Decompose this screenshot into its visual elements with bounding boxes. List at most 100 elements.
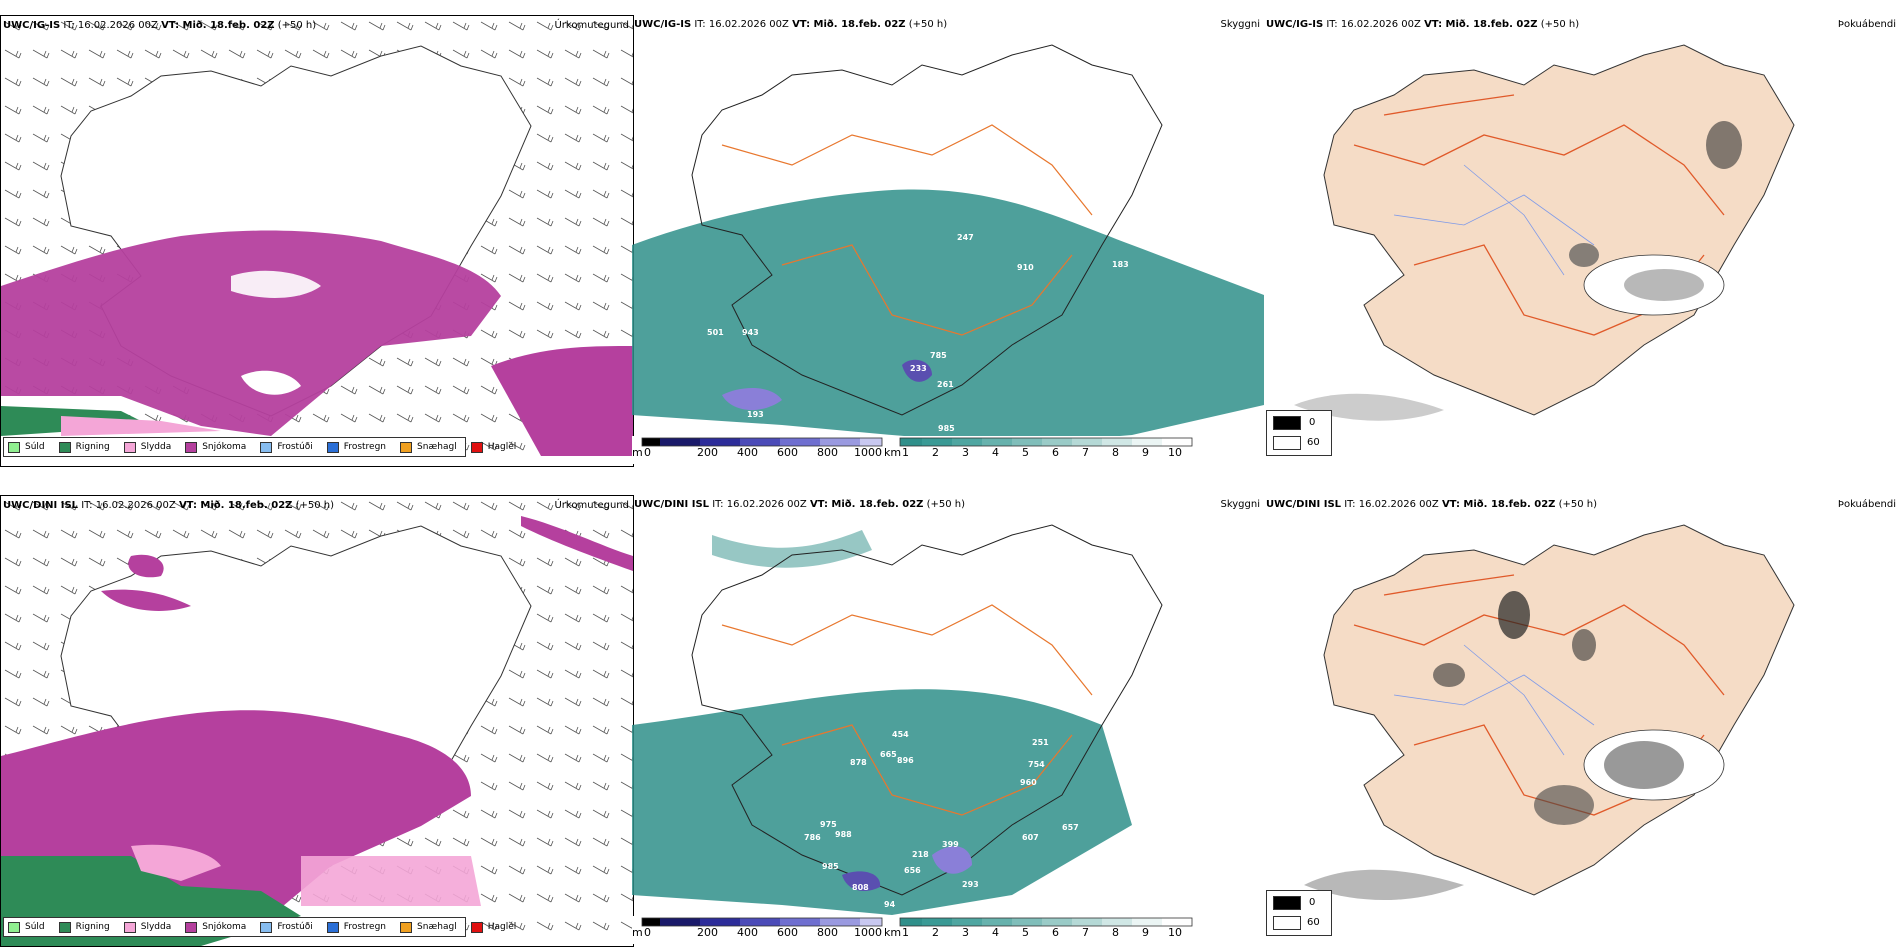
init-time: IT: 16.02.2026 00Z (694, 19, 789, 30)
vis-tick: 1 (902, 926, 909, 939)
valid-time: VT: Mið. 18.feb. 02Z (161, 20, 275, 31)
map-value: 247 (957, 233, 974, 242)
model-name: UWC/IG-IS (634, 19, 692, 30)
swatch (185, 921, 198, 933)
legend-item: Súld (8, 441, 45, 453)
swatch (58, 921, 71, 933)
valid-time: VT: Mið. 18.feb. 02Z (178, 500, 293, 511)
swatch (8, 921, 20, 933)
vis-tick: 6 (1052, 446, 1059, 459)
legend-item: Súld (8, 921, 45, 933)
legend-item: Snæhagl (400, 921, 457, 933)
vis-tick: 2 (932, 926, 939, 939)
legend-label: Haglél (487, 922, 517, 932)
model-name: UWC/DINI ISL (634, 499, 710, 510)
lead-time: (+50 h) (277, 20, 317, 31)
map-value: 454 (892, 730, 909, 739)
legend-label: Súld (25, 442, 45, 452)
visibility-unit: km (884, 446, 902, 459)
ceiling-tick: 1000 (854, 926, 882, 939)
swatch (326, 441, 339, 453)
header-top-precip: UWC/IG-IS IT: 16.02.2026 00Z VT: Mið. 18… (3, 20, 316, 31)
map-value: 607 (1022, 833, 1039, 842)
init-time: IT: 16.02.2026 00Z (712, 499, 807, 510)
ceiling-tick: 600 (777, 926, 798, 939)
precip-map-bottom (1, 496, 633, 946)
map-value: 293 (962, 880, 979, 889)
fog-legend-label: 0 (1309, 417, 1316, 428)
legend-item: Snjókoma (185, 921, 246, 933)
lead-time: (+50 h) (926, 499, 966, 510)
vis-tick: 10 (1168, 926, 1182, 939)
colorbars-bottom: m 0 200 400 600 800 1000 km 1 2 3 4 5 6 … (632, 916, 1264, 944)
precip-panel-bottom: UWC/DINI ISL IT: 16.02.2026 00Z VT: Mið.… (0, 495, 634, 947)
colorbar-graphic (641, 917, 1193, 927)
lead-time: (+50 h) (295, 500, 335, 511)
swatch (58, 441, 71, 453)
model-name: UWC/IG-IS (3, 20, 61, 31)
vis-tick: 2 (932, 446, 939, 459)
ceiling-unit: m (632, 926, 643, 939)
map-value: 94 (884, 900, 896, 909)
fog-legend-label: 60 (1307, 437, 1320, 448)
fog-map-top (1294, 44, 1795, 421)
header-top-fog: UWC/IG-IS IT: 16.02.2026 00Z VT: Mið. 18… (1266, 19, 1579, 30)
init-time: IT: 16.02.2026 00Z (1326, 19, 1421, 30)
map-value: 193 (747, 410, 764, 419)
valid-time: VT: Mið. 18.feb. 02Z (1424, 19, 1538, 30)
legend-label: Snæhagl (417, 442, 457, 452)
legend-item: Frostregn (326, 921, 386, 933)
valid-time: VT: Mið. 18.feb. 02Z (809, 499, 924, 510)
precip-panel-top: UWC/IG-IS IT: 16.02.2026 00Z VT: Mið. 18… (0, 15, 634, 467)
legend-item: Slydda (123, 441, 172, 453)
swatch (326, 921, 339, 933)
map-value: 418 (787, 598, 804, 607)
ceiling-tick: 400 (737, 926, 758, 939)
precip-legend-top: Súld Rigning Slydda Snjókoma Frostúði Fr… (3, 437, 516, 457)
ceiling-tick: 200 (697, 446, 718, 459)
panel-title-fog-bottom: Þokuábendi (1837, 499, 1896, 510)
vis-tick: 9 (1142, 446, 1149, 459)
lead-time: (+50 h) (908, 19, 948, 30)
map-value: 754 (1028, 760, 1045, 769)
visibility-unit: km (884, 926, 902, 939)
fog-swatch-60 (1273, 916, 1301, 930)
fog-swatch-0 (1273, 416, 1301, 430)
map-value: 233 (910, 364, 927, 373)
vis-tick: 1 (902, 446, 909, 459)
legend-item: Frostúði (260, 441, 313, 453)
vis-tick: 4 (992, 926, 999, 939)
fog-legend-bottom: 0 60 (1266, 890, 1332, 936)
legend-item: Rigning (58, 921, 110, 933)
vis-tick: 8 (1112, 446, 1119, 459)
legend-label: Slydda (140, 922, 172, 932)
swatch (470, 921, 483, 933)
panel-title-precip-top: Úrkomutegund (554, 20, 629, 31)
swatch (260, 921, 273, 933)
model-name: UWC/DINI ISL (1266, 499, 1342, 510)
ceiling-tick: 600 (777, 446, 798, 459)
vis-tick: 5 (1022, 926, 1029, 939)
ceiling-tick: 0 (644, 446, 651, 459)
legend-item: Rigning (58, 441, 110, 453)
legend-item: Slydda (123, 921, 172, 933)
map-value: 808 (852, 883, 869, 892)
legend-item: Frostúði (260, 921, 313, 933)
header-bottom-fog: UWC/DINI ISL IT: 16.02.2026 00Z VT: Mið.… (1266, 499, 1597, 510)
fog-legend-label: 0 (1309, 897, 1316, 908)
map-value: 786 (804, 833, 821, 842)
valid-time: VT: Mið. 18.feb. 02Z (1441, 499, 1556, 510)
fog-panel-bottom: UWC/DINI ISL IT: 16.02.2026 00Z VT: Mið.… (1264, 495, 1900, 945)
header-top-vis: UWC/IG-IS IT: 16.02.2026 00Z VT: Mið. 18… (634, 19, 947, 30)
map-value: 943 (742, 328, 759, 337)
legend-label: Snæhagl (417, 922, 457, 932)
vis-tick: 3 (962, 446, 969, 459)
init-time: IT: 16.02.2026 00Z (81, 500, 176, 511)
legend-label: Slydda (140, 442, 172, 452)
fog-legend-top: 0 60 (1266, 410, 1332, 456)
vis-tick: 4 (992, 446, 999, 459)
legend-label: Frostregn (343, 442, 387, 452)
map-value: 501 (707, 328, 724, 337)
colorbars-top: m 0 200 400 600 800 1000 km 1 2 3 4 5 6 … (632, 436, 1264, 464)
vis-tick: 7 (1082, 446, 1089, 459)
